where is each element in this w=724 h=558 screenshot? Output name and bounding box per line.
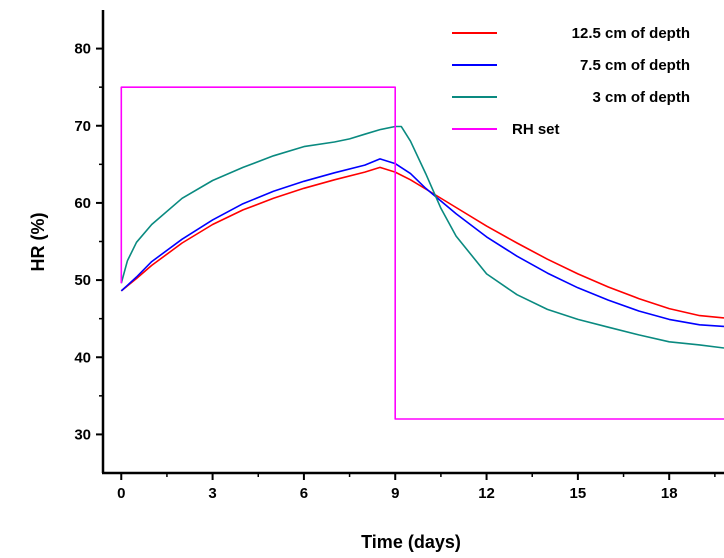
series-line-0 <box>120 166 724 319</box>
legend: 12.5 cm of depth 7.5 cm of depth 3 cm of d… <box>452 25 690 138</box>
x-tick-label-5: 15 <box>570 485 587 502</box>
legend-label-2: 3 cm of depth <box>592 89 690 106</box>
x-tick-label-0: 0 <box>117 485 125 502</box>
series-line-3 <box>120 86 724 420</box>
tick-labels: 30 40 50 60 70 80 0 3 6 9 12 15 18 <box>74 41 677 502</box>
x-tick-label-6: 18 <box>661 485 678 502</box>
y-tick-label-0: 30 <box>74 426 91 443</box>
x-axis-label: Time (days) <box>361 532 461 552</box>
y-tick-label-5: 80 <box>74 41 91 58</box>
x-tick-label-1: 3 <box>208 485 216 502</box>
series-line-1 <box>120 158 724 328</box>
legend-label-3: RH set <box>512 121 560 138</box>
x-tick-label-3: 9 <box>391 485 399 502</box>
y-tick-label-3: 60 <box>74 195 91 212</box>
legend-label-0: 12.5 cm of depth <box>572 25 690 42</box>
y-tick-label-2: 50 <box>74 272 91 289</box>
x-tick-label-2: 6 <box>300 485 308 502</box>
y-tick-label-1: 40 <box>74 349 91 366</box>
series-line-2 <box>120 125 724 349</box>
axes <box>96 10 724 480</box>
y-axis-label: HR (%) <box>28 213 48 272</box>
x-tick-label-4: 12 <box>478 485 495 502</box>
series-layer <box>120 86 724 420</box>
y-tick-label-4: 70 <box>74 118 91 135</box>
legend-label-1: 7.5 cm of depth <box>580 57 690 74</box>
